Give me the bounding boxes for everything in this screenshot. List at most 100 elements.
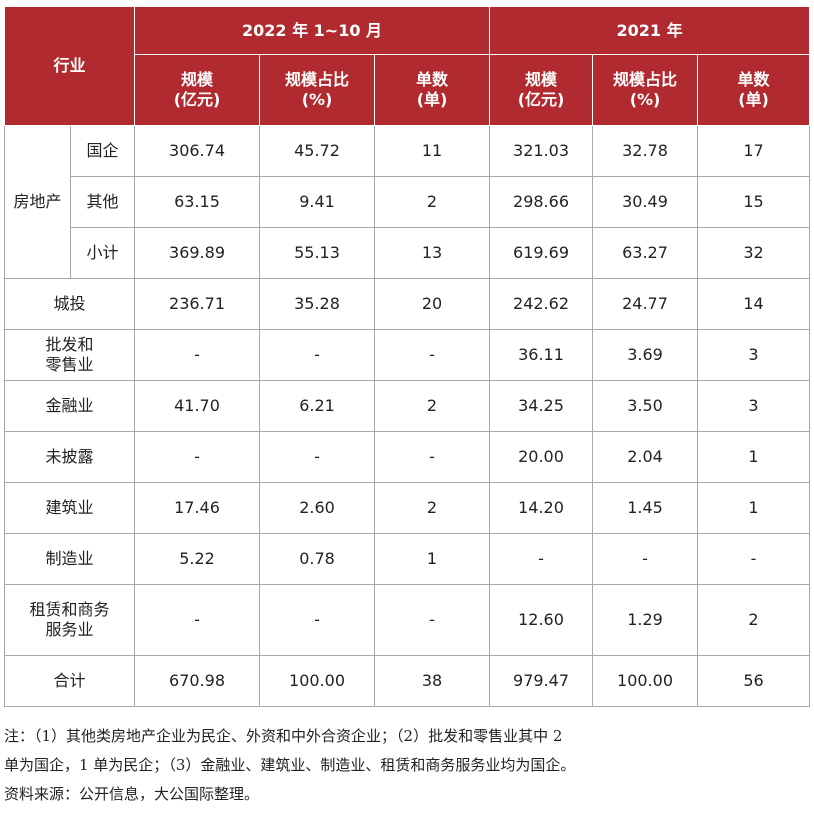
- cell-2022-share: 45.72: [259, 125, 376, 177]
- table-row: 其他 63.15 9.41 2 298.66 30.49 15: [5, 176, 811, 228]
- cell-2021-count: -: [697, 533, 811, 585]
- cell-2022-count: 2: [374, 482, 491, 534]
- cell-2022-count: 38: [374, 655, 491, 707]
- header-2021-count: 单数 (单): [697, 54, 811, 126]
- cell-2022-share: 2.60: [259, 482, 376, 534]
- cell-2022-share: 55.13: [259, 227, 376, 279]
- cell-2021-scale: 34.25: [489, 380, 594, 432]
- cell-2022-count: 2: [374, 380, 491, 432]
- data-table-wrapper: 行业 2022 年 1~10 月 2021 年 规模 (亿元) 规模占比 (%) 单…: [3, 6, 811, 707]
- table-row: 批发和 零售业 - - - 36.11 3.69 3: [3, 329, 811, 381]
- cell-2021-share: -: [592, 533, 699, 585]
- cell-2021-count: 2: [697, 584, 811, 656]
- header-2022-count: 单数 (单): [374, 54, 491, 126]
- header-2021-share: 规模占比 (%): [592, 54, 699, 126]
- cell-2022-share: 100.00: [259, 655, 376, 707]
- cell-2022-scale: 236.71: [134, 278, 261, 330]
- industry-issuance-table: 行业 2022 年 1~10 月 2021 年 规模 (亿元) 规模占比 (%) 单…: [3, 6, 811, 707]
- header-group-2021: 2021 年: [489, 6, 811, 55]
- header-2022-scale: 规模 (亿元): [134, 54, 261, 126]
- cell-2021-scale: 242.62: [489, 278, 594, 330]
- cell-2021-scale: 12.60: [489, 584, 594, 656]
- cell-2021-count: 17: [697, 125, 811, 177]
- table-row: 城投 236.71 35.28 20 242.62 24.77 14: [3, 278, 811, 330]
- total-label: 合计: [3, 655, 136, 707]
- header-2021-scale: 规模 (亿元): [489, 54, 594, 126]
- cell-2021-count: 32: [697, 227, 811, 279]
- cell-2021-count: 56: [697, 655, 811, 707]
- cell-2022-share: 35.28: [259, 278, 376, 330]
- cell-2022-count: 13: [374, 227, 491, 279]
- cell-2021-share: 3.50: [592, 380, 699, 432]
- table-row: 金融业 41.70 6.21 2 34.25 3.50 3: [3, 380, 811, 432]
- table-row: 制造业 5.22 0.78 1 - - -: [3, 533, 811, 585]
- row-sublabel: 其他: [69, 176, 136, 228]
- table-notes: 注：（1）其他类房地产企业为民企、外资和中外合资企业；（2）批发和零售业其中 2…: [4, 722, 810, 809]
- source-note: 资料来源：公开信息，大公国际整理。: [4, 785, 260, 803]
- cell-2021-scale: 14.20: [489, 482, 594, 534]
- row-label: 制造业: [3, 533, 136, 585]
- cell-2021-share: 24.77: [592, 278, 699, 330]
- cell-2022-share: -: [259, 584, 376, 656]
- cell-2021-share: 30.49: [592, 176, 699, 228]
- cell-2021-count: 1: [697, 482, 811, 534]
- cell-2021-scale: 36.11: [489, 329, 594, 381]
- cell-2021-count: 1: [697, 431, 811, 483]
- cell-2021-scale: 298.66: [489, 176, 594, 228]
- cell-2021-count: 14: [697, 278, 811, 330]
- row-label: 批发和 零售业: [3, 329, 136, 381]
- cell-2022-count: 2: [374, 176, 491, 228]
- cell-2022-share: -: [259, 431, 376, 483]
- cell-2021-count: 3: [697, 380, 811, 432]
- cell-2022-scale: -: [134, 431, 261, 483]
- row-label: 城投: [3, 278, 136, 330]
- cell-2021-share: 1.29: [592, 584, 699, 656]
- cell-2022-share: -: [259, 329, 376, 381]
- cell-2022-share: 0.78: [259, 533, 376, 585]
- realestate-group-label: 房地产: [4, 125, 71, 279]
- cell-2022-scale: 5.22: [134, 533, 261, 585]
- table-row: 未披露 - - - 20.00 2.04 1: [3, 431, 811, 483]
- cell-2022-count: 11: [374, 125, 491, 177]
- cell-2021-count: 15: [697, 176, 811, 228]
- cell-2021-share: 63.27: [592, 227, 699, 279]
- cell-2022-scale: 670.98: [134, 655, 261, 707]
- cell-2022-scale: 17.46: [134, 482, 261, 534]
- cell-2021-share: 1.45: [592, 482, 699, 534]
- cell-2022-share: 6.21: [259, 380, 376, 432]
- cell-2021-share: 3.69: [592, 329, 699, 381]
- row-label: 租赁和商务 服务业: [3, 584, 136, 656]
- cell-2021-scale: 979.47: [489, 655, 594, 707]
- table-row: 房地产 国企 306.74 45.72 11 321.03 32.78 17: [4, 125, 811, 279]
- cell-2022-scale: 41.70: [134, 380, 261, 432]
- cell-2022-count: 20: [374, 278, 491, 330]
- cell-2022-count: -: [374, 584, 491, 656]
- table-row-total: 合计 670.98 100.00 38 979.47 100.00 56: [3, 655, 811, 707]
- header-group-2022: 2022 年 1~10 月: [134, 6, 491, 55]
- note-line-1: 注：（1）其他类房地产企业为民企、外资和中外合资企业；（2）批发和零售业其中 2: [4, 727, 563, 745]
- row-sublabel: 小计: [69, 227, 136, 279]
- cell-2021-scale: 20.00: [489, 431, 594, 483]
- row-sublabel: 国企: [69, 125, 136, 177]
- cell-2022-count: -: [374, 431, 491, 483]
- header-industry: 行业: [3, 6, 136, 126]
- cell-2021-count: 3: [697, 329, 811, 381]
- cell-2022-scale: -: [134, 584, 261, 656]
- cell-2022-count: 1: [374, 533, 491, 585]
- cell-2021-share: 2.04: [592, 431, 699, 483]
- cell-2022-scale: 369.89: [134, 227, 261, 279]
- cell-2022-count: -: [374, 329, 491, 381]
- header-2022-share: 规模占比 (%): [259, 54, 376, 126]
- note-line-2: 单为国企，1 单为民企；（3）金融业、建筑业、制造业、租赁和商务服务业均为国企。: [4, 756, 576, 774]
- cell-2021-scale: -: [489, 533, 594, 585]
- cell-2022-scale: 306.74: [134, 125, 261, 177]
- cell-2022-share: 9.41: [259, 176, 376, 228]
- table-row: 租赁和商务 服务业 - - - 12.60 1.29 2: [3, 584, 811, 656]
- cell-2021-share: 100.00: [592, 655, 699, 707]
- table-row: 建筑业 17.46 2.60 2 14.20 1.45 1: [3, 482, 811, 534]
- table-row: 小计 369.89 55.13 13 619.69 63.27 32: [5, 227, 811, 279]
- cell-2021-scale: 321.03: [489, 125, 594, 177]
- row-label: 金融业: [3, 380, 136, 432]
- cell-2021-scale: 619.69: [489, 227, 594, 279]
- cell-2022-scale: -: [134, 329, 261, 381]
